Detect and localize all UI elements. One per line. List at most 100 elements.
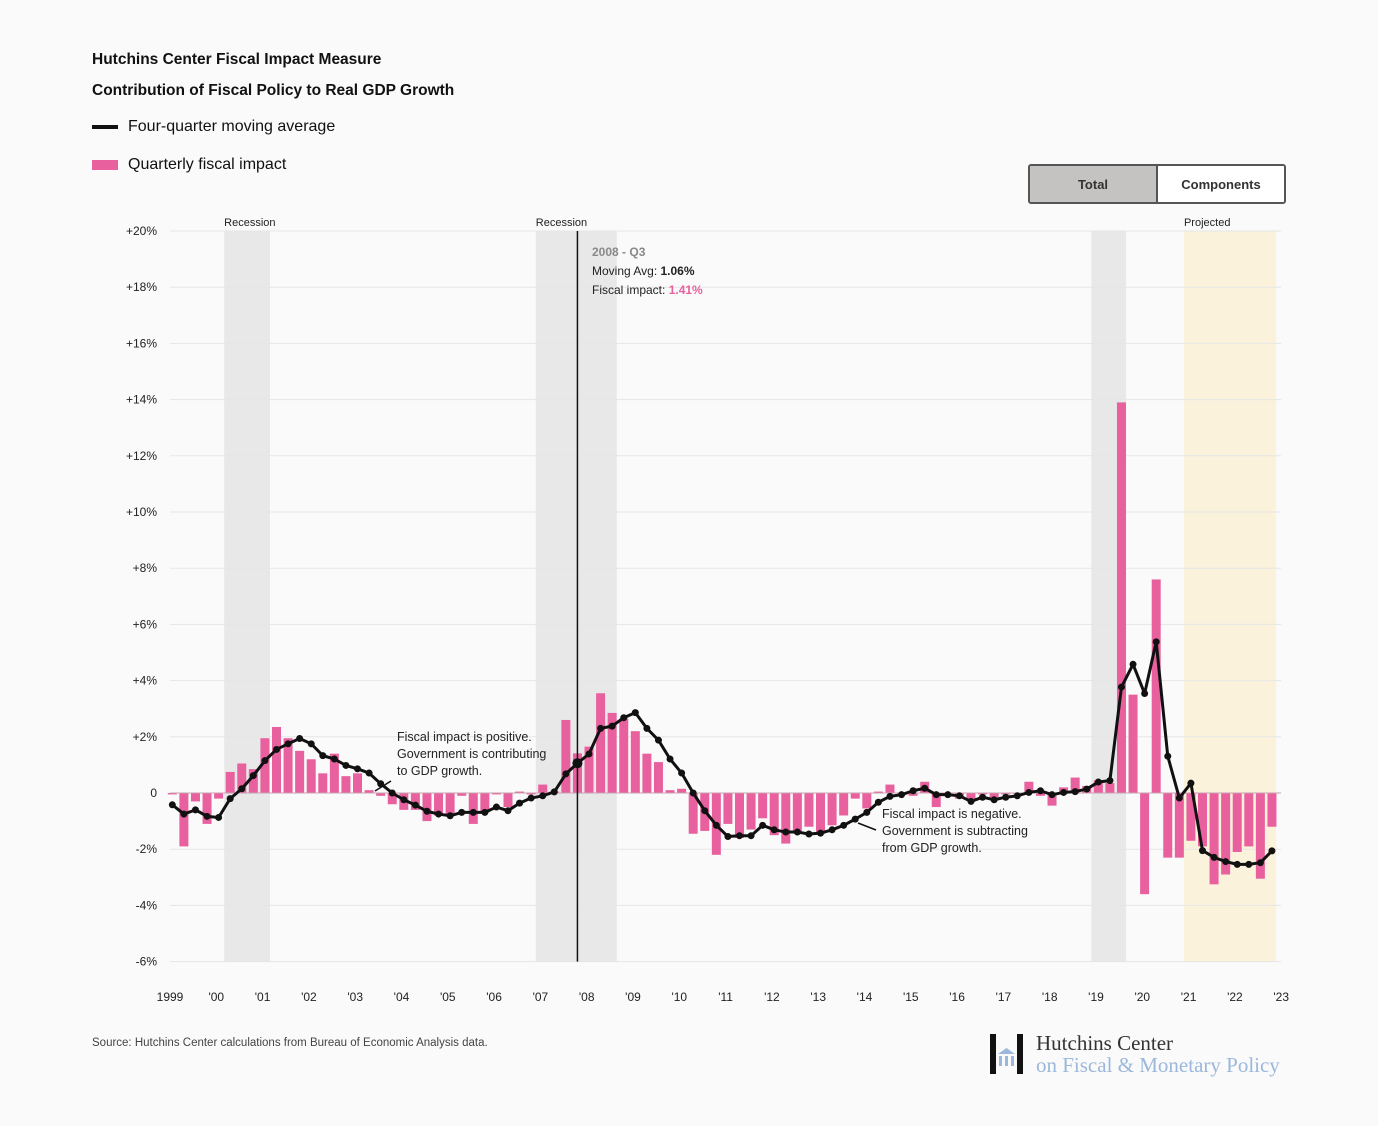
moving-average-point — [1002, 793, 1010, 801]
moving-average-point — [527, 794, 535, 802]
moving-average-point — [1222, 858, 1230, 866]
components-tab[interactable]: Components — [1158, 166, 1284, 202]
x-tick-label: '03 — [347, 990, 363, 1004]
fiscal-impact-bar — [1070, 777, 1080, 793]
legend-moving-average-label: Four-quarter moving average — [128, 118, 336, 135]
moving-average-point — [168, 801, 176, 809]
moving-average-point — [261, 757, 269, 765]
x-tick-label: '15 — [903, 990, 919, 1004]
y-tick-label: +4% — [133, 674, 158, 688]
fiscal-impact-bar — [839, 793, 849, 816]
fiscal-impact-bar — [1244, 793, 1254, 847]
fiscal-impact-bar — [167, 793, 177, 795]
x-tick-label: '11 — [718, 990, 733, 1004]
fiscal-impact-bar — [816, 793, 826, 834]
fiscal-impact-bar — [769, 793, 779, 836]
moving-average-point — [238, 785, 246, 793]
positive-annotation-leader — [374, 780, 392, 792]
y-tick-label: +10% — [126, 505, 157, 519]
fiscal-impact-bar — [526, 793, 536, 795]
fiscal-impact-bar — [457, 793, 467, 796]
moving-average-point — [354, 765, 362, 773]
fiscal-impact-bar — [677, 788, 687, 793]
fiscal-impact-bar — [1221, 793, 1231, 875]
fiscal-impact-bar — [376, 793, 386, 796]
fiscal-impact-bar — [1255, 793, 1265, 879]
fiscal-impact-bar — [1209, 793, 1219, 885]
moving-average-point — [1141, 690, 1149, 698]
tooltip-impact: Fiscal impact: 1.41% — [592, 283, 703, 297]
fiscal-impact-bar — [515, 791, 525, 793]
negative-annotation-line: Government is subtracting — [882, 824, 1028, 838]
moving-average-point — [805, 830, 813, 838]
moving-average-point — [678, 769, 686, 777]
moving-average-point — [377, 780, 385, 788]
chart-subtitle: Contribution of Fiscal Policy to Real GD… — [92, 82, 455, 99]
hover-tooltip: 2008 - Q3 Moving Avg: 1.06% Fiscal impac… — [592, 245, 703, 297]
moving-average-point — [597, 724, 605, 732]
moving-average-point — [747, 832, 755, 840]
fiscal-impact-bar — [989, 793, 999, 798]
moving-average-point — [1152, 638, 1160, 646]
moving-average-point — [1129, 660, 1137, 668]
fiscal-impact-bar — [1174, 793, 1184, 858]
tooltip-moving-avg: Moving Avg: 1.06% — [592, 264, 695, 278]
moving-average-point — [874, 798, 882, 806]
y-tick-label: -4% — [136, 898, 158, 912]
y-tick-label: +6% — [133, 617, 158, 631]
moving-average-point — [955, 792, 963, 800]
moving-average-point — [1036, 787, 1044, 795]
moving-average-point — [793, 828, 801, 836]
fiscal-impact-bar — [619, 718, 629, 793]
fiscal-impact-bar — [827, 793, 837, 826]
moving-average-point — [1083, 785, 1091, 793]
negative-annotation-line: from GDP growth. — [882, 841, 982, 855]
fiscal-impact-bar — [445, 793, 455, 816]
fiscal-impact-bar — [1128, 694, 1138, 793]
fiscal-impact-bar — [665, 790, 675, 793]
fiscal-impact-bar — [1163, 793, 1173, 858]
fiscal-impact-bar — [1151, 579, 1161, 793]
moving-average-point — [944, 791, 952, 799]
fiscal-impact-bar — [410, 793, 420, 810]
fiscal-impact-bar — [596, 693, 606, 793]
moving-average-point — [423, 807, 431, 815]
moving-average-point — [1013, 792, 1021, 800]
moving-average-point — [180, 810, 188, 818]
moving-average-point — [735, 832, 743, 840]
moving-average-point — [608, 722, 616, 730]
fiscal-impact-bar — [248, 769, 258, 793]
moving-average-point — [1268, 847, 1276, 855]
x-tick-label: '21 — [1181, 990, 1197, 1004]
fiscal-impact-bar — [468, 793, 478, 824]
positive-annotation-line: Fiscal impact is positive. — [397, 730, 532, 744]
fiscal-impact-bar — [538, 784, 548, 793]
fiscal-impact-bar — [491, 793, 501, 795]
fiscal-impact-bar — [1140, 793, 1150, 895]
moving-average-point — [365, 769, 373, 777]
moving-average-point — [1071, 788, 1079, 796]
x-tick-label: '23 — [1273, 990, 1289, 1004]
moving-average-point — [1210, 853, 1218, 861]
fiscal-impact-bar — [850, 793, 860, 799]
x-tick-label: '10 — [671, 990, 687, 1004]
moving-average-point — [666, 755, 674, 763]
tooltip-impact-value: 1.41% — [669, 283, 703, 297]
positive-annotation-line: to GDP growth. — [397, 764, 482, 778]
moving-average-point — [539, 792, 547, 800]
x-tick-label: '16 — [949, 990, 965, 1004]
x-tick-label: '13 — [810, 990, 826, 1004]
total-tab[interactable]: Total — [1030, 166, 1158, 202]
recession-label: Recession — [224, 217, 275, 229]
moving-average-point — [1106, 777, 1114, 785]
fiscal-impact-bar — [966, 793, 976, 799]
x-tick-label: 1999 — [157, 990, 184, 1004]
source-note: Source: Hutchins Center calculations fro… — [92, 1037, 488, 1049]
recession-band — [224, 231, 271, 962]
x-tick-label: '00 — [208, 990, 224, 1004]
moving-average-point — [1187, 779, 1195, 787]
fiscal-impact-bar — [353, 773, 363, 793]
line-swatch-icon — [92, 125, 118, 129]
legend-moving-average: Four-quarter moving average — [92, 118, 335, 136]
